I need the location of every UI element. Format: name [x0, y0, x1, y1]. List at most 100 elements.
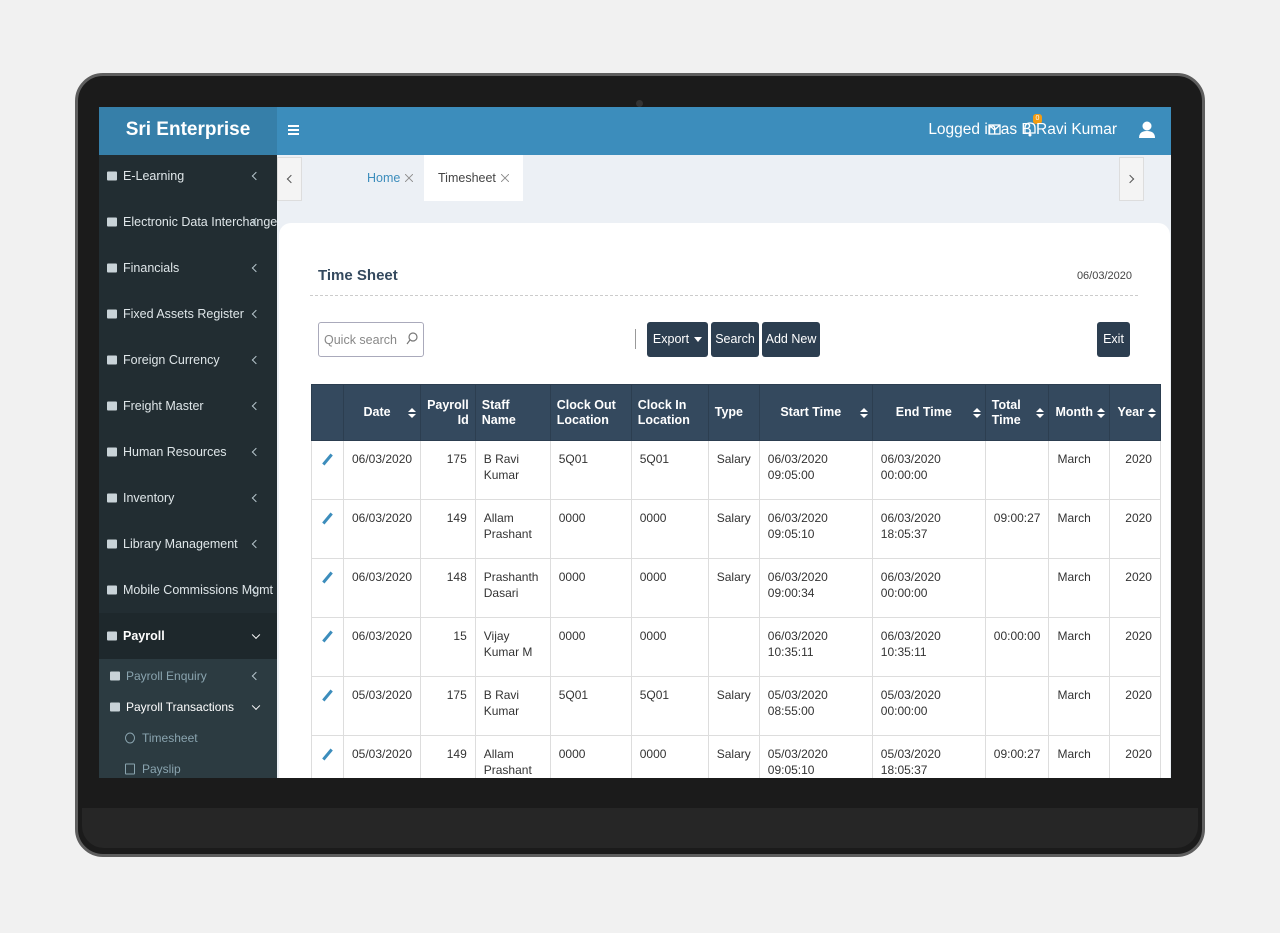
table-cell: March — [1048, 735, 1110, 778]
edit-cell — [311, 558, 344, 618]
table-cell: March — [1048, 440, 1110, 500]
table-cell: Salary — [707, 499, 760, 559]
table-cell: 06/03/2020 09:00:34 — [758, 558, 873, 618]
table-cell: 2020 — [1108, 617, 1161, 677]
sort-arrows — [408, 407, 417, 418]
menu-toggle[interactable] — [288, 124, 300, 136]
header-cell[interactable]: Year — [1108, 384, 1161, 441]
header-label: Year — [1117, 405, 1144, 419]
cell-text: March — [1057, 511, 1091, 525]
separator — [635, 329, 636, 349]
cell-text: 06/03/2020 18:05:37 — [880, 511, 941, 541]
table-row: 06/03/2020 149 Allam Prashant 0000 0000 Salar… — [311, 499, 1161, 559]
menu-label: E-Learning — [123, 169, 185, 183]
menu-item[interactable]: Freight Master — [99, 383, 277, 429]
table-cell: Salary — [707, 735, 760, 778]
edit-icon[interactable] — [322, 630, 333, 643]
cell-text: 06/03/2020 — [352, 629, 413, 643]
header-cell[interactable]: Date — [342, 384, 422, 441]
menu-item[interactable]: Mobile Commissions Mgmt — [99, 567, 277, 613]
menu-item[interactable]: Fixed Assets Register — [99, 291, 277, 337]
mail-icon[interactable] — [988, 124, 1002, 136]
cell-text: 0000 — [558, 511, 586, 525]
menu-item[interactable]: E-Learning — [99, 153, 277, 199]
menu-icon — [107, 631, 117, 641]
table-row: 06/03/2020 15 Vijay Kumar M 0000 0000 06/03/2… — [311, 617, 1161, 677]
menu-item[interactable]: Financials — [99, 245, 277, 291]
tab-close[interactable] — [405, 174, 414, 182]
search-box[interactable]: Quick search — [318, 322, 424, 357]
cell-text: 5Q01 — [558, 688, 589, 702]
cell-text: 2020 — [1125, 511, 1152, 525]
menu-item[interactable]: Human Resources — [99, 429, 277, 475]
header-cell[interactable]: Start Time — [758, 384, 873, 441]
cell-text: 0000 — [558, 747, 586, 761]
sort-icon[interactable] — [1147, 407, 1156, 419]
header-cell[interactable]: Month — [1048, 384, 1110, 441]
sort-icon[interactable] — [972, 407, 981, 419]
menu-icon — [107, 355, 117, 365]
chevron — [251, 447, 261, 457]
edit-icon[interactable] — [322, 453, 333, 466]
button-label: Search — [715, 332, 755, 346]
header-cell[interactable]: End Time — [871, 384, 986, 441]
edit-cell — [311, 735, 344, 778]
header-label: Type — [714, 405, 743, 419]
user-label[interactable]: Logged in as B Ravi Kumar — [928, 121, 1117, 138]
menu-label: Foreign Currency — [123, 353, 220, 367]
header-label: Date — [363, 405, 391, 419]
edit-icon[interactable] — [322, 512, 333, 525]
brand[interactable]: Sri Enterprise — [99, 107, 277, 155]
sort-icon[interactable] — [1036, 407, 1045, 419]
table-cell: Vijay Kumar M — [474, 617, 551, 677]
user-icon[interactable] — [1139, 121, 1155, 139]
exit-button[interactable]: Exit — [1097, 322, 1130, 357]
tab-close[interactable] — [500, 174, 509, 182]
cell-text: 06/03/2020 — [352, 511, 413, 525]
cell-text: 00:00:00 — [993, 629, 1041, 643]
menu-item[interactable]: Payroll — [99, 613, 277, 659]
edit-icon[interactable] — [322, 748, 333, 761]
tab[interactable]: Home — [353, 155, 427, 201]
subsubmenu-item[interactable]: Timesheet — [99, 723, 277, 753]
bell-icon[interactable] — [1023, 121, 1037, 137]
chevron — [251, 263, 261, 273]
edit-icon[interactable] — [322, 571, 333, 584]
chevron — [251, 671, 261, 681]
chevron — [251, 630, 261, 640]
sort-icon[interactable] — [1096, 407, 1105, 419]
submenu-item[interactable]: Payroll Enquiry — [99, 661, 277, 691]
cell-text: Vijay Kumar M — [483, 629, 533, 659]
cell-text: 15 — [453, 629, 467, 643]
tab-scroll-left[interactable] — [277, 157, 302, 201]
action-button[interactable]: Export — [647, 322, 708, 357]
table-cell: 05/03/2020 08:55:00 — [758, 676, 873, 736]
table-cell: 5Q01 — [549, 676, 632, 736]
header-cell: Clock In Location — [630, 384, 709, 441]
menu-label: Payroll — [123, 629, 165, 643]
menu-item[interactable]: Foreign Currency — [99, 337, 277, 383]
tab[interactable]: Timesheet — [424, 155, 523, 201]
sort-icon[interactable] — [859, 407, 868, 419]
action-button[interactable]: Add New — [762, 322, 820, 357]
menu-item[interactable]: Library Management — [99, 521, 277, 567]
subsubmenu-item[interactable]: Payslip — [99, 754, 277, 778]
menu-item[interactable]: Electronic Data Interchange — [99, 199, 277, 245]
sort-icon[interactable] — [408, 407, 417, 419]
table-head: Date Payroll Id Staff Name Clock Out Locati… — [311, 384, 1161, 441]
menu-item[interactable]: Inventory — [99, 475, 277, 521]
table-row: 05/03/2020 175 B Ravi Kumar 5Q01 5Q01 Salary 0… — [311, 676, 1161, 736]
table-body: 06/03/2020 175 B Ravi Kumar 5Q01 5Q01 Salary 0… — [311, 440, 1161, 778]
table-cell: 2020 — [1108, 735, 1161, 778]
header-cell: Staff Name — [474, 384, 551, 441]
submenu-item[interactable]: Payroll Transactions — [99, 692, 277, 722]
table-cell: 00:00:00 — [984, 617, 1050, 677]
table-cell: 09:00:27 — [984, 735, 1050, 778]
tab-scroll-right[interactable] — [1119, 157, 1144, 201]
cell-text: 05/03/2020 — [352, 688, 413, 702]
edit-icon[interactable] — [322, 689, 333, 702]
header-cell[interactable]: Total Time — [984, 384, 1050, 441]
menu-icon — [107, 263, 117, 273]
action-button[interactable]: Search — [711, 322, 759, 357]
submenu-icon — [110, 671, 120, 681]
